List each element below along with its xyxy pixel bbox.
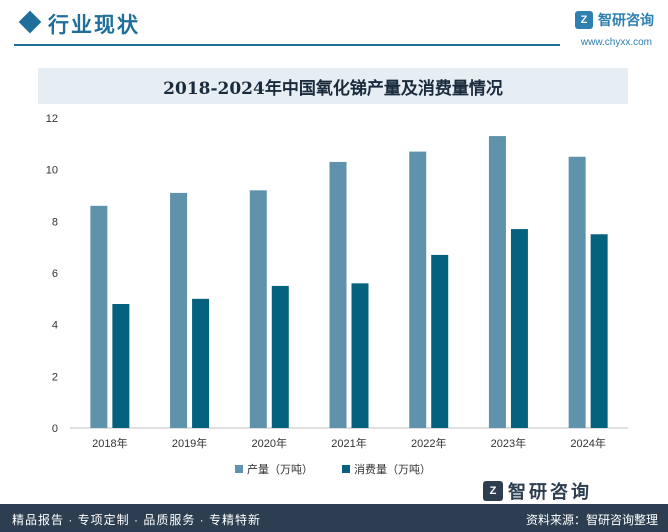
legend-swatch <box>342 465 350 473</box>
y-tick-label: 10 <box>46 165 58 177</box>
bar-consumption <box>351 283 369 428</box>
bar-production <box>329 161 347 428</box>
bar-consumption <box>271 285 289 428</box>
y-tick-label: 6 <box>52 268 58 280</box>
section-title: 行业现状 <box>48 14 140 37</box>
diamond-icon <box>18 10 42 34</box>
x-tick-label: 2020年 <box>252 436 287 450</box>
bar-production <box>488 136 506 429</box>
y-tick-label: 0 <box>52 423 58 435</box>
bar-consumption <box>112 304 130 428</box>
brand-url: www.chyxx.com <box>580 37 652 48</box>
x-tick-label: 2024年 <box>570 436 605 450</box>
chart-title-banner: 2018-2024年中国氧化锑产量及消费量情况 <box>38 68 628 104</box>
brand-logo-icon: Z <box>575 11 593 29</box>
chart-title: 2018-2024年中国氧化锑产量及消费量情况 <box>163 78 503 99</box>
y-tick-label: 12 <box>46 113 58 125</box>
bar-consumption <box>192 298 210 428</box>
bar-consumption <box>510 229 528 428</box>
bar-consumption <box>431 254 449 428</box>
footer: Z 智研咨询 精品报告 · 专项定制 · 品质服务 · 专精特新 资料来源：智研… <box>0 481 668 532</box>
footer-logo: Z 智研咨询 <box>483 478 592 504</box>
header-divider <box>14 44 560 46</box>
footer-tagline: 精品报告 · 专项定制 · 品质服务 · 专精特新 <box>12 513 261 527</box>
legend-label: 消费量（万吨） <box>354 462 431 476</box>
brand-name: 智研咨询 <box>598 12 654 28</box>
x-tick-label: 2021年 <box>331 436 366 450</box>
legend-swatch <box>235 465 243 473</box>
bar-consumption <box>590 234 608 428</box>
footer-source: 资料来源：智研咨询整理 <box>525 513 658 527</box>
bar-production <box>568 156 586 428</box>
header: 行业现状 Z 智研咨询 www.chyxx.com <box>0 0 668 50</box>
y-tick-label: 8 <box>52 216 58 228</box>
x-tick-label: 2023年 <box>491 436 526 450</box>
brand: Z 智研咨询 <box>575 10 654 30</box>
bar-production <box>90 205 108 428</box>
x-tick-label: 2022年 <box>411 436 446 450</box>
footer-logo-text: 智研咨询 <box>508 482 592 502</box>
bar-production <box>249 190 267 428</box>
bar-production <box>170 192 188 428</box>
bar-production <box>409 151 427 429</box>
y-tick-label: 2 <box>52 371 58 383</box>
x-tick-label: 2018年 <box>92 436 127 450</box>
legend-label: 产量（万吨） <box>247 462 313 476</box>
y-tick-label: 4 <box>52 320 58 332</box>
x-tick-label: 2019年 <box>172 436 207 450</box>
footer-logo-icon: Z <box>483 481 503 501</box>
bar-chart: 0 2 4 6 8 10 12 2018年 2019年 2020年 2021年 2022年 2023年 2… <box>46 113 628 476</box>
